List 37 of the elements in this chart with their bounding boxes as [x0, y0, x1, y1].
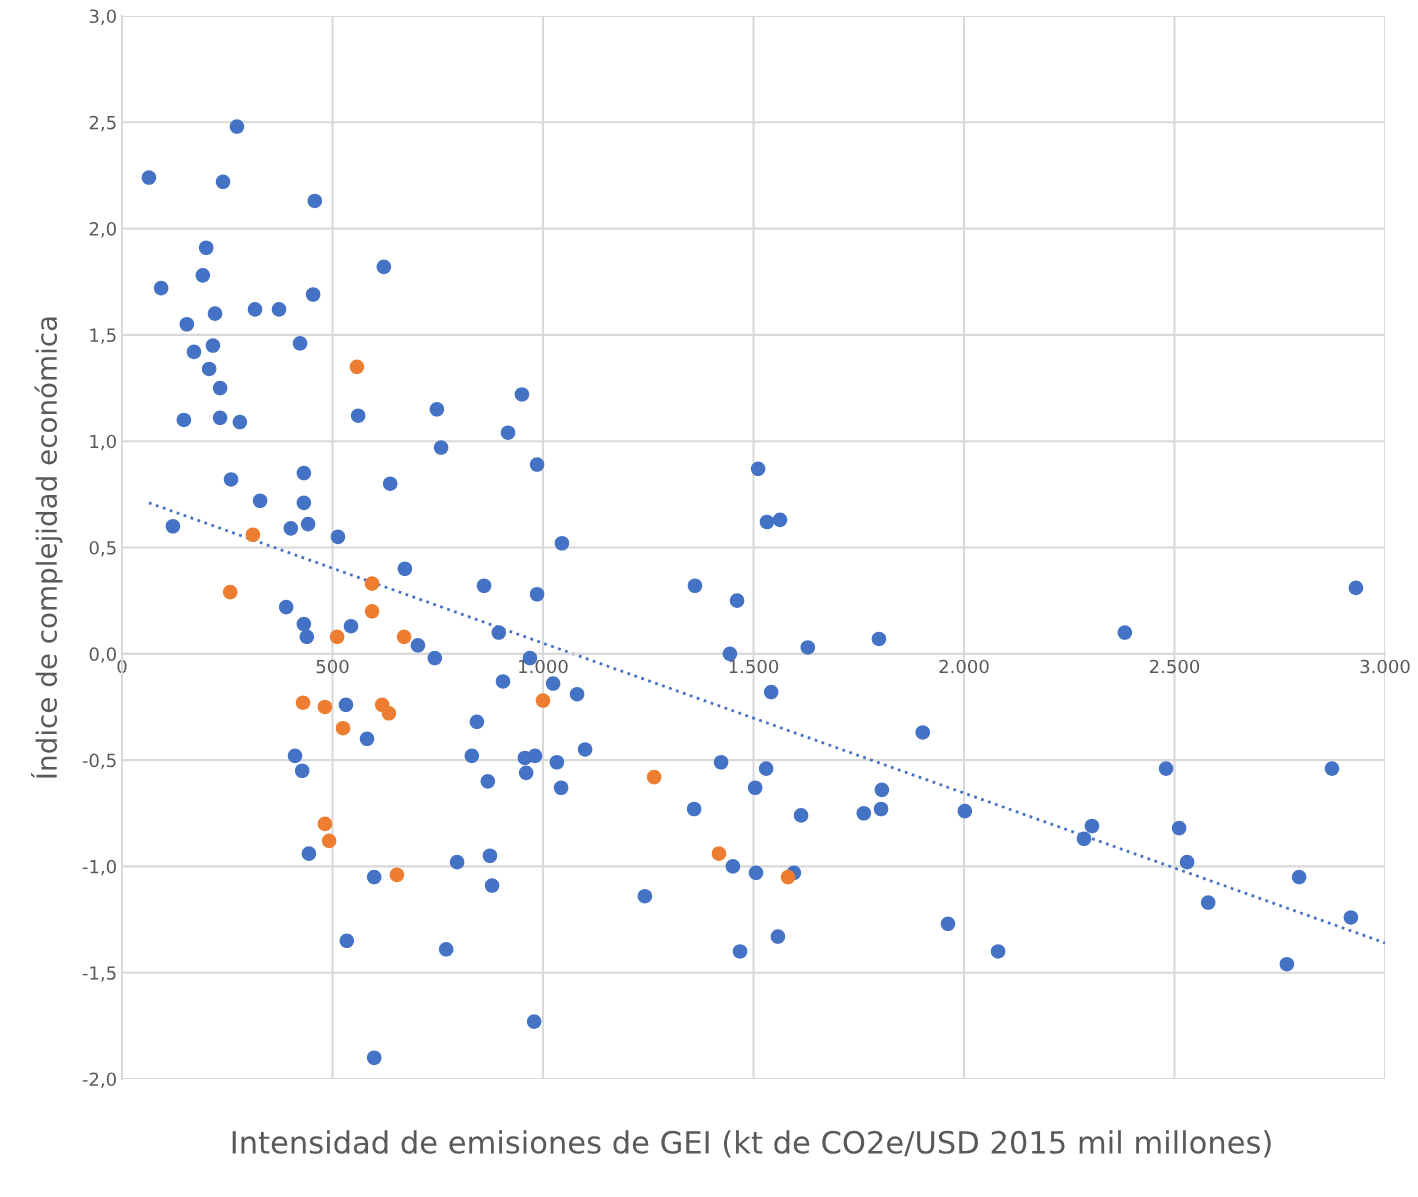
- y-tick-label: 2,0: [89, 222, 116, 238]
- y-tick-label: 2,5: [89, 115, 116, 132]
- y-tick-label: 1,0: [90, 434, 116, 451]
- point: [295, 695, 311, 710]
- point: [364, 576, 380, 591]
- x-tick-label: 3.000: [1360, 659, 1410, 674]
- point: [222, 584, 238, 600]
- y-tick-label: 0,0: [89, 647, 116, 663]
- point: [711, 846, 727, 861]
- point: [396, 629, 412, 645]
- y-tick-label: 3,0: [89, 9, 116, 25]
- point: [381, 706, 397, 721]
- point: [780, 869, 796, 885]
- y-tick-label: 1,5: [90, 328, 116, 344]
- x-tick-label: 500: [316, 659, 349, 674]
- point: [329, 629, 345, 645]
- x-tick-label: 2.500: [1149, 659, 1200, 674]
- y-tick-label: -1,5: [82, 966, 116, 982]
- y-tick-label: 0,5: [89, 540, 116, 557]
- point: [317, 816, 333, 832]
- point: [245, 527, 261, 543]
- x-axis-title: Intensidad de emisiones de GEI (kt de CO2e/USD 2015 mil millones): [232, 1130, 1271, 1158]
- y-tick-label: -2,0: [82, 1072, 116, 1088]
- x-tick-label: 2.000: [939, 659, 989, 674]
- y-tick-label: -0,5: [82, 753, 116, 770]
- point: [535, 693, 551, 708]
- y-tick-label: -1,0: [82, 859, 116, 876]
- x-tick-label: 1.000: [519, 659, 568, 674]
- point: [364, 604, 380, 619]
- y-axis-title: Índice de complejidad económica: [30, 317, 63, 778]
- x-tick-label: 1.500: [729, 659, 779, 674]
- point: [321, 833, 337, 849]
- point: [317, 699, 333, 715]
- point: [646, 769, 662, 785]
- point: [335, 720, 351, 736]
- point: [349, 359, 365, 375]
- point: [389, 867, 405, 883]
